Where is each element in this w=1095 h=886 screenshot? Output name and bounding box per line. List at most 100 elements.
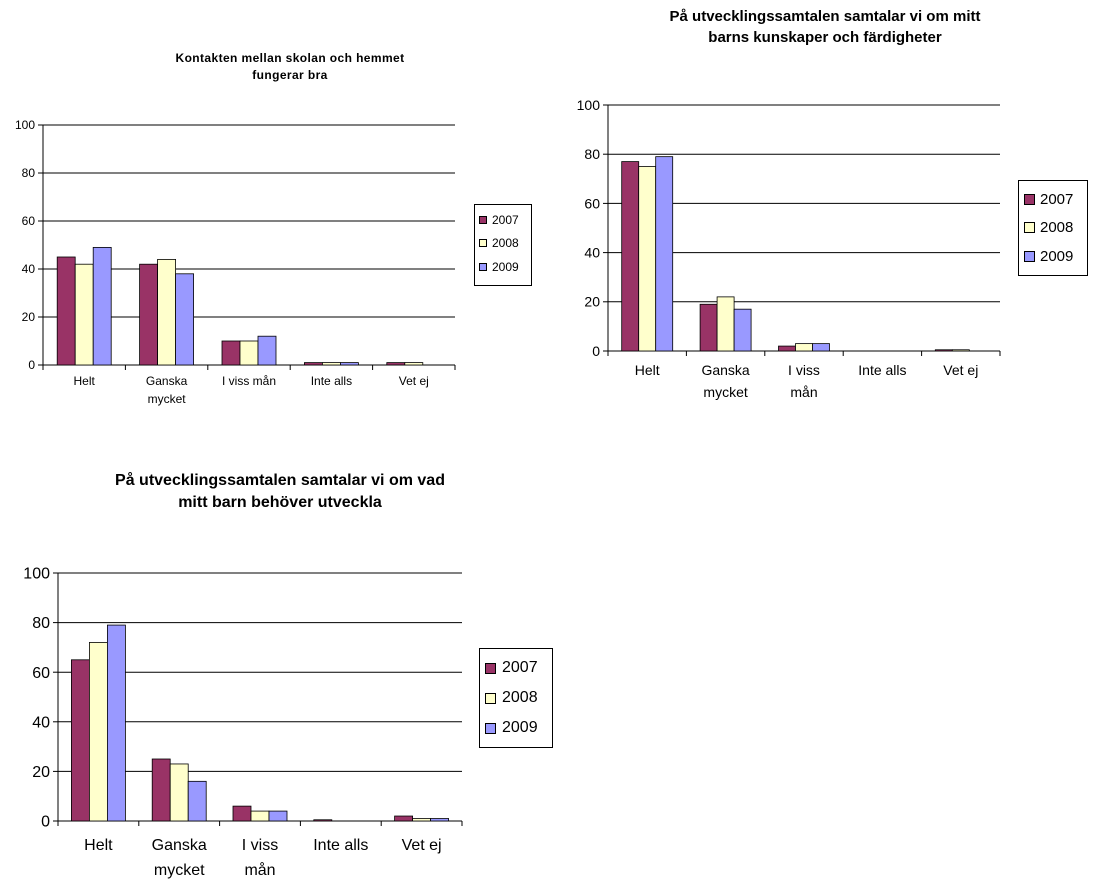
y-tick-label: 20	[584, 294, 600, 310]
chart-title-line: barns kunskaper och färdigheter	[708, 29, 942, 46]
chart-title-line: På utvecklingssamtalen samtalar vi om mi…	[669, 8, 981, 25]
x-tick-label: mycket	[148, 392, 187, 406]
chart-title: Kontakten mellan skolan och hemmet funge…	[100, 50, 480, 84]
bar-2008	[412, 818, 432, 822]
x-tick-label: mycket	[154, 862, 205, 879]
bar-2009	[268, 810, 288, 822]
legend-label-2009: 2009	[502, 719, 538, 736]
chart-plot: 0 20 40 60 80 100 Helt Ganska mycket I viss mån In…	[15, 118, 456, 406]
legend-swatch-2009	[1024, 251, 1035, 262]
chart-utveckla: På utvecklingssamtalen samtalar vi om va…	[0, 440, 600, 886]
y-tick-label: 60	[32, 665, 50, 682]
x-tick-label: mycket	[703, 384, 747, 400]
legend-swatch-2008	[485, 692, 496, 704]
bar-2007	[232, 805, 252, 822]
legend-label-2009: 2009	[492, 260, 519, 274]
bar-2007	[778, 345, 796, 352]
bar-2009	[257, 335, 277, 366]
legend-swatch-2009	[485, 722, 496, 734]
bar-2007	[621, 161, 640, 352]
chart-title-line: På utvecklingssamtalen samtalar vi om va…	[115, 472, 445, 489]
y-tick-label: 60	[22, 214, 36, 228]
y-tick-label: 80	[22, 166, 36, 180]
chart-title-line: fungerar bra	[252, 67, 328, 82]
legend-item-2007: 2007	[475, 209, 531, 231]
x-tick-label: Inte alls	[311, 374, 352, 388]
chart-title: På utvecklingssamtalen samtalar vi om va…	[40, 470, 520, 515]
bar-2008	[89, 642, 108, 822]
chart-title-line: mitt barn behöver utveckla	[178, 494, 382, 512]
x-tick-label: mån	[244, 861, 275, 879]
bar-2009	[187, 780, 207, 822]
bar-2008	[169, 763, 189, 822]
x-tick-label: I viss	[788, 362, 820, 378]
chart-title-line: Kontakten mellan skolan och hemmet	[175, 51, 405, 65]
legend-swatch-2008	[479, 239, 487, 247]
y-tick-label: 100	[15, 118, 35, 132]
legend-swatch-2007	[485, 662, 496, 674]
x-tick-label: Inte alls	[313, 837, 368, 854]
x-tick-label: Helt	[74, 374, 96, 388]
bar-2009	[655, 156, 674, 352]
x-tick-label: Vet ej	[399, 374, 429, 388]
legend-swatch-2007	[479, 216, 487, 224]
legend-label-2007: 2007	[1040, 190, 1074, 208]
bar-2007	[394, 815, 414, 822]
legend-item-2008: 2008	[480, 683, 552, 713]
bar-2007	[71, 659, 90, 822]
y-tick-label: 100	[23, 566, 50, 583]
legend-swatch-2008	[1024, 222, 1035, 233]
bar-2009	[430, 818, 450, 822]
legend-swatch-2009	[479, 263, 487, 271]
y-tick-label: 0	[28, 358, 35, 372]
bar-2008	[951, 349, 970, 352]
x-tick-label: Helt	[84, 837, 113, 854]
chart-legend: 2007 2008 2009	[1018, 180, 1088, 276]
x-tick-label: I viss mån	[222, 374, 276, 388]
chart-title: På utvecklingssamtalen samtalar vi om mi…	[590, 6, 1060, 48]
legend-label-2007: 2007	[492, 213, 519, 227]
y-tick-label: 0	[41, 814, 50, 831]
y-tick-label: 80	[584, 146, 600, 162]
legend-item-2009: 2009	[480, 713, 552, 743]
y-tick-label: 40	[584, 245, 600, 261]
bar-2009	[92, 246, 112, 366]
bar-2007	[313, 819, 333, 822]
bar-2008	[404, 362, 424, 366]
legend-label-2007: 2007	[502, 659, 538, 676]
y-tick-label: 100	[577, 97, 601, 113]
legend-label-2008: 2008	[492, 236, 519, 250]
y-tick-label: 0	[592, 343, 600, 359]
legend-label-2009: 2009	[1040, 248, 1074, 265]
bar-2008	[250, 810, 270, 822]
x-tick-label: Helt	[635, 362, 660, 378]
x-tick-label: Ganska	[152, 837, 207, 854]
bar-2007	[699, 303, 718, 352]
y-tick-label: 20	[22, 310, 36, 324]
legend-item-2007: 2007	[480, 653, 552, 683]
y-tick-label: 20	[32, 764, 50, 781]
bar-2007	[934, 349, 953, 352]
x-tick-label: mån	[790, 384, 817, 400]
bar-2008	[638, 166, 657, 352]
x-tick-label: Ganska	[701, 362, 749, 378]
y-tick-label: 40	[22, 262, 36, 276]
x-tick-label: I viss	[242, 837, 278, 854]
chart-kunskaper: På utvecklingssamtalen samtalar vi om mi…	[0, 0, 1095, 440]
chart-kontakten: Kontakten mellan skolan och hemmet funge…	[0, 0, 560, 440]
legend-label-2008: 2008	[1040, 219, 1074, 236]
legend-item-2008: 2008	[1019, 213, 1087, 242]
x-tick-label: Inte alls	[858, 362, 906, 378]
legend-label-2008: 2008	[502, 689, 538, 706]
bar-2008	[795, 343, 813, 352]
chart-plot: 0 20 40 60 80 100 Helt Ganska mycket I viss mån Int…	[23, 566, 463, 879]
chart-legend: 2007 2008 2009	[474, 204, 532, 286]
y-tick-label: 80	[32, 615, 50, 632]
legend-swatch-2007	[1024, 193, 1035, 205]
x-tick-label: Ganska	[146, 374, 188, 388]
bar-2007	[151, 758, 171, 822]
bar-2009	[339, 362, 359, 366]
chart-legend: 2007 2008 2009	[479, 648, 553, 748]
bar-2008	[716, 296, 735, 352]
bar-2009	[812, 343, 830, 352]
